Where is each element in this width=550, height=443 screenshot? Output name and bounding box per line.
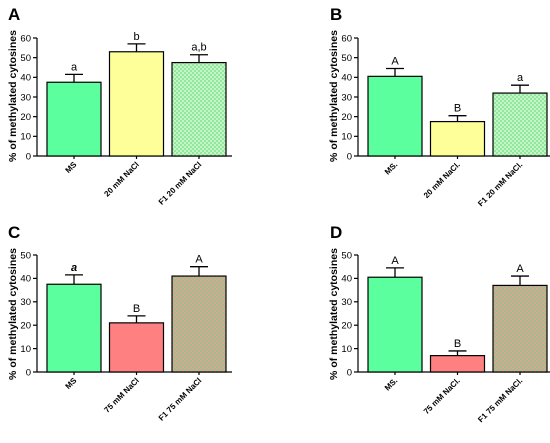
bar-2 [108, 51, 165, 157]
category-label: MS [64, 160, 79, 175]
significance-label: B [454, 338, 461, 350]
bar-2 [429, 355, 486, 373]
significance-label: A [391, 255, 399, 267]
significance-label: b [133, 31, 139, 43]
category-label: MS [64, 376, 79, 391]
y-tick-label: 30 [341, 92, 352, 103]
bar-1 [367, 75, 423, 157]
category-label: F1 75 mM NaCl. [476, 376, 524, 424]
bar-2 [429, 120, 486, 157]
panel-letter: B [330, 5, 342, 24]
category-label: 20 mM NaCl [102, 160, 140, 198]
bar-2 [108, 322, 165, 373]
significance-label: a,b [191, 42, 206, 54]
y-tick-label: 40 [341, 73, 352, 84]
y-tick-label: 0 [347, 367, 352, 378]
y-tick-label: 50 [341, 250, 352, 261]
significance-label: B [133, 303, 140, 315]
significance-label: a [71, 262, 77, 274]
panels-group: A % of methylated cytosines 0 10 20 30 40 50 60 a… [7, 5, 550, 424]
significance-label: A [391, 55, 399, 67]
y-axis-label: % of methylated cytosines [7, 248, 19, 380]
y-tick-label: 20 [341, 321, 352, 332]
panel-letter: A [8, 5, 20, 24]
y-tick-label: 10 [341, 132, 352, 143]
y-tick-label: 0 [26, 151, 31, 162]
y-axis-label: % of methylated cytosines [328, 248, 340, 380]
category-label: F1 20 mM NaCl. [476, 160, 524, 208]
category-label: MS. [383, 376, 399, 392]
significance-label: A [516, 263, 524, 275]
y-tick-label: 0 [26, 367, 31, 378]
bar-1 [46, 81, 102, 157]
y-tick-label: 30 [20, 92, 31, 103]
bar-3 [171, 61, 227, 157]
y-tick-label: 20 [20, 112, 31, 123]
panel-a: A % of methylated cytosines 0 10 20 30 40 50 60 a… [7, 5, 232, 207]
y-tick-label: 10 [20, 132, 31, 143]
y-tick-label: 20 [341, 112, 352, 123]
panel-b: B % of methylated cytosines 0 10 20 30 40 50 60 A… [328, 5, 550, 208]
bar-1 [367, 276, 423, 373]
y-tick-label: 40 [20, 274, 31, 285]
category-label: F1 75 mM NaCl [157, 376, 204, 423]
y-tick-label: 50 [20, 250, 31, 261]
y-tick-label: 30 [20, 297, 31, 308]
significance-label: B [454, 103, 461, 115]
y-tick-label: 40 [341, 274, 352, 285]
y-tick-label: 60 [341, 33, 352, 44]
bar-1 [46, 283, 102, 373]
significance-label: a [517, 72, 524, 84]
category-label: 75 mM NaCl [102, 376, 140, 414]
y-tick-label: 0 [347, 151, 352, 162]
y-tick-label: 50 [341, 53, 352, 64]
panel-d: D % of methylated cytosines 0 10 20 30 40 50 A MS… [328, 223, 550, 424]
bar-3 [492, 284, 548, 373]
y-tick-label: 60 [20, 33, 31, 44]
panel-c: C % of methylated cytosines 0 10 20 30 40 50 a MS… [7, 223, 232, 423]
y-tick-label: 40 [20, 73, 31, 84]
category-label: MS. [383, 160, 399, 176]
category-label: F1 20 mM NaCl [157, 160, 204, 207]
category-label: 20 mM NaCl. [422, 160, 462, 200]
y-tick-label: 30 [341, 297, 352, 308]
y-tick-label: 50 [20, 53, 31, 64]
bar-3 [171, 275, 227, 373]
y-tick-label: 10 [341, 344, 352, 355]
panel-letter: D [330, 223, 342, 242]
y-tick-label: 10 [20, 344, 31, 355]
y-axis-label: % of methylated cytosines [328, 30, 340, 162]
significance-label: a [71, 61, 78, 73]
bar-3 [492, 92, 548, 157]
significance-label: A [195, 254, 203, 266]
y-tick-label: 20 [20, 321, 31, 332]
panel-letter: C [8, 223, 20, 242]
y-axis-label: % of methylated cytosines [7, 30, 19, 162]
category-label: 75 mM NaCl. [422, 376, 462, 416]
